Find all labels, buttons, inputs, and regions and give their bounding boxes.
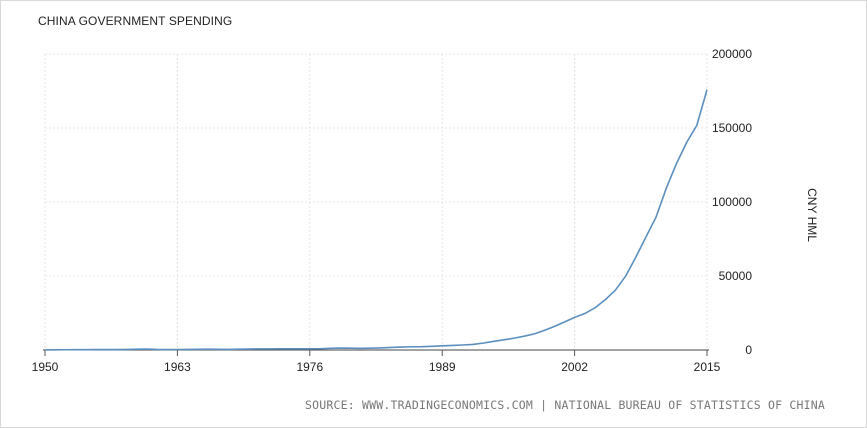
x-tick-label: 2002 [561, 360, 588, 374]
x-tick-label: 1950 [32, 360, 59, 374]
y-tick-label: 150000 [712, 121, 752, 135]
y-axis-ticks: 200000 150000 100000 50000 0 [712, 47, 752, 357]
source-text: SOURCE: WWW.TRADINGECONOMICS.COM | NATIO… [305, 398, 826, 412]
x-axis-ticks: 1950 1963 1976 1989 2002 2015 [32, 350, 721, 374]
y-tick-label: 0 [745, 343, 752, 357]
y-tick-label: 200000 [712, 47, 752, 61]
x-tick-label: 1989 [429, 360, 456, 374]
x-tick-label: 1963 [164, 360, 191, 374]
y-tick-label: 100000 [712, 195, 752, 209]
y-tick-label: 50000 [719, 269, 753, 283]
series-line [44, 89, 708, 351]
chart-title: CHINA GOVERNMENT SPENDING [38, 14, 233, 28]
series-layer [44, 89, 708, 351]
x-tick-label: 2015 [694, 360, 721, 374]
y-axis-label: CNY HML [805, 188, 819, 242]
grid-lines [43, 53, 709, 351]
x-tick-label: 1976 [296, 360, 323, 374]
